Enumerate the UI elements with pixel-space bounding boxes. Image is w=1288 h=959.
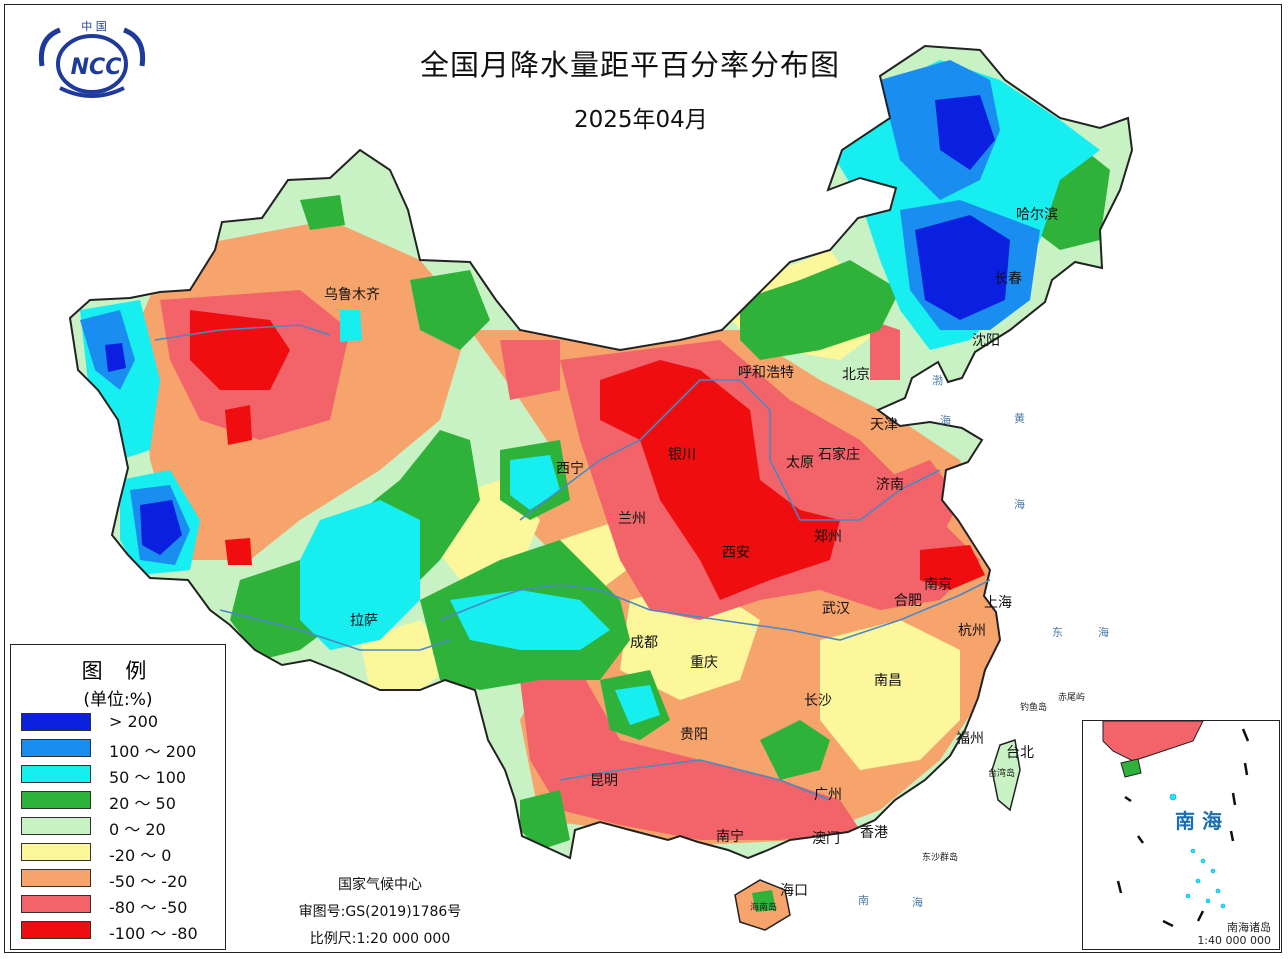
city-label: 合肥: [894, 593, 922, 609]
city-label: 北京: [842, 367, 870, 383]
city-label: 哈尔滨: [1016, 207, 1058, 223]
credits: 国家气候中心 审图号:GS(2019)1786号 比例尺:1:20 000 00…: [270, 872, 490, 953]
city-label: 长春: [994, 271, 1022, 287]
map-subtitle: 2025年04月: [574, 107, 708, 133]
legend-item: 100 ～ 200: [21, 739, 221, 761]
legend-swatch: [21, 713, 91, 731]
inset-islands: 南海诸岛: [1227, 921, 1271, 934]
legend-item: 20 ～ 50: [21, 791, 221, 813]
sea-label: 渤: [932, 374, 943, 387]
credit-approval: 审图号:GS(2019)1786号: [298, 904, 462, 920]
credit-org: 国家气候中心: [338, 877, 422, 893]
legend-item: 0 ～ 20: [21, 817, 221, 839]
city-label: 杭州: [958, 623, 986, 639]
ncc-logo: NCC 中 国: [38, 20, 146, 98]
sea-label: 钓鱼岛: [1020, 703, 1048, 713]
city-label: 石家庄: [818, 447, 860, 463]
legend-swatch: [21, 739, 91, 757]
legend-unit: (单位:%): [83, 690, 153, 710]
city-label: 兰州: [618, 511, 646, 527]
city-label: 香港: [860, 825, 888, 841]
city-label: 西安: [722, 545, 750, 561]
sea-label: 台湾岛: [988, 769, 1016, 779]
legend-label: -50 ～ -20: [109, 872, 188, 891]
sea-label: 海: [1014, 498, 1025, 511]
legend-label: -100 ～ -80: [109, 924, 198, 943]
sea-label: 海: [1098, 626, 1109, 639]
city-label: 海口: [780, 883, 808, 899]
city-label: 天津: [870, 417, 898, 433]
sea-label: 南: [858, 894, 869, 907]
legend-item: -100 ～ -80: [21, 921, 221, 943]
legend-swatch: [21, 791, 91, 809]
sea-label: 海: [940, 414, 951, 427]
city-label: 呼和浩特: [738, 365, 794, 381]
city-label: 重庆: [690, 655, 718, 671]
city-label: 武汉: [822, 601, 850, 617]
city-label: 西宁: [556, 461, 584, 477]
city-label: 澳门: [812, 831, 840, 847]
legend-item: -80 ～ -50: [21, 895, 221, 917]
inset-map: [1102, 720, 1250, 928]
city-label: 南昌: [874, 673, 902, 689]
city-label: 成都: [630, 635, 658, 651]
south-china-sea-inset: 南 海 南海诸岛 1:40 000 000: [1082, 720, 1280, 950]
legend-swatch: [21, 921, 91, 939]
city-label: 拉萨: [350, 613, 378, 629]
legend-item: > 200: [21, 712, 221, 733]
city-label: 上海: [984, 595, 1012, 611]
inset-scale: 1:40 000 000: [1197, 934, 1271, 947]
legend-label: -80 ～ -50: [109, 898, 188, 917]
city-label: 台北: [1006, 745, 1034, 761]
legend-item: -50 ～ -20: [21, 869, 221, 891]
logo-text: NCC: [71, 55, 122, 80]
sea-label: 海南岛: [750, 903, 778, 913]
city-label: 长沙: [804, 693, 832, 709]
legend-swatch: [21, 765, 91, 783]
sea-label: 赤尾屿: [1058, 693, 1086, 703]
legend-item: -20 ～ 0: [21, 843, 221, 865]
city-label: 南宁: [716, 829, 744, 845]
city-label: 济南: [876, 477, 904, 493]
sea-label: 东沙群岛: [922, 853, 959, 863]
legend-label: 0 ～ 20: [109, 820, 166, 839]
legend-label: 100 ～ 200: [109, 742, 197, 761]
city-label: 福州: [956, 731, 984, 747]
legend-swatch: [21, 895, 91, 913]
sea-label: 黄: [1014, 412, 1025, 425]
city-label: 沈阳: [972, 333, 1000, 349]
legend-title: 图 例: [81, 659, 155, 683]
legend-label: 50 ～ 100: [109, 768, 187, 787]
inset-title: 南 海: [1175, 809, 1222, 833]
map-title: 全国月降水量距平百分率分布图: [420, 48, 841, 82]
city-label: 南京: [924, 577, 952, 593]
legend-label: > 200: [109, 712, 159, 731]
logo-caption: 中 国: [81, 20, 107, 33]
credit-scale: 比例尺:1:20 000 000: [309, 931, 451, 947]
legend: 图 例 (单位:%) > 200 100 ～ 200 50 ～ 100 20 ～ 50…: [10, 644, 226, 950]
city-label: 太原: [786, 455, 814, 471]
legend-swatch: [21, 843, 91, 861]
legend-swatch: [21, 817, 91, 835]
legend-swatch: [21, 869, 91, 887]
legend-label: 20 ～ 50: [109, 794, 176, 813]
legend-label: -20 ～ 0: [109, 846, 172, 865]
city-label: 郑州: [814, 529, 842, 545]
city-label: 广州: [814, 787, 842, 803]
city-label: 昆明: [590, 773, 618, 789]
sea-label: 东: [1052, 626, 1063, 639]
city-label: 乌鲁木齐: [324, 287, 380, 303]
city-label: 贵阳: [680, 727, 708, 743]
sea-label: 海: [912, 896, 923, 909]
city-label: 银川: [668, 447, 696, 463]
legend-item: 50 ～ 100: [21, 765, 221, 787]
